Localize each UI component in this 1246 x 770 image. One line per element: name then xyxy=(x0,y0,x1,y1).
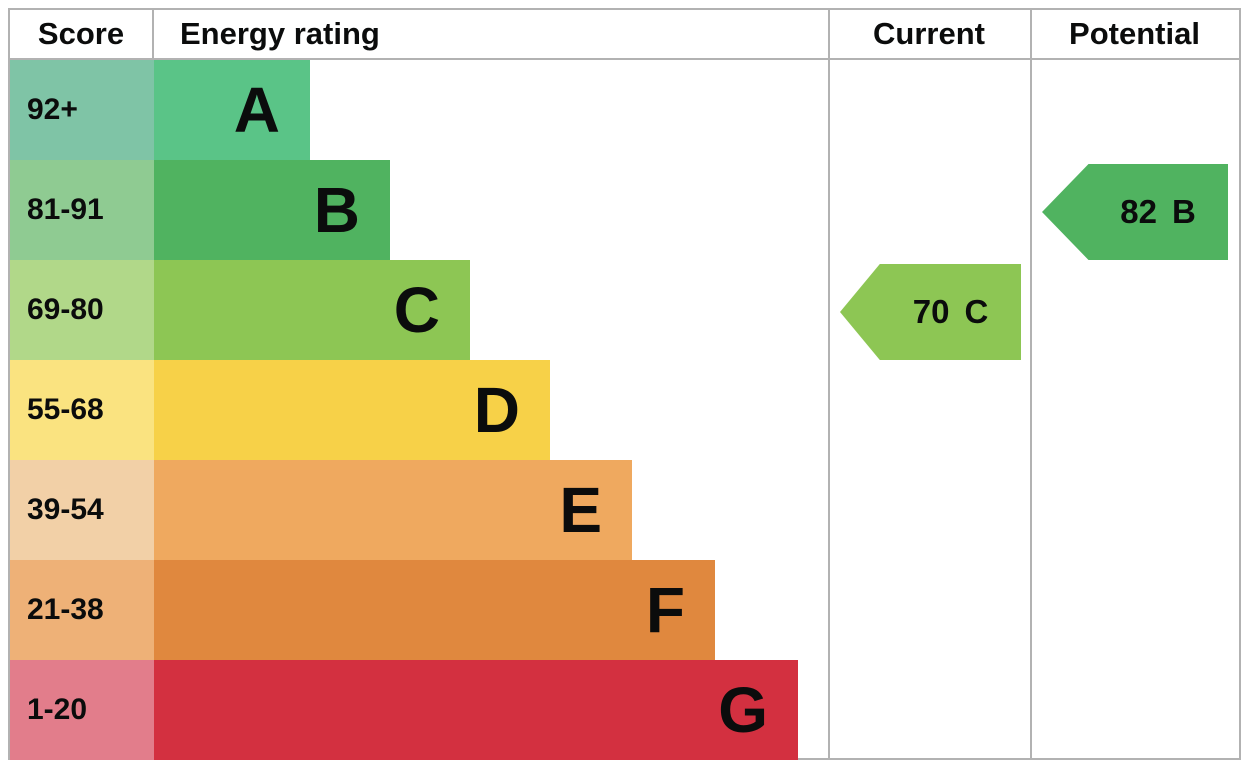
band-score-range-e: 39-54 xyxy=(10,460,154,560)
potential-rating-value: 82 xyxy=(1120,193,1157,230)
column-separator-potential xyxy=(1030,10,1032,758)
band-letter-a: A xyxy=(233,74,280,146)
epc-rating-chart: Score Energy rating Current Potential 92… xyxy=(8,8,1241,760)
current-rating-letter: C xyxy=(964,293,989,330)
potential-rating-arrow: 82 B xyxy=(1042,164,1228,260)
band-bar-b: B xyxy=(154,160,390,260)
band-bar-g: G xyxy=(154,660,798,760)
band-row-f: 21-38 F xyxy=(10,560,1239,660)
band-bar-d: D xyxy=(154,360,550,460)
band-letter-g: G xyxy=(718,674,768,746)
band-bar-a: A xyxy=(154,60,310,160)
band-bar-f: F xyxy=(154,560,715,660)
current-rating-value: 70 xyxy=(912,293,950,330)
band-score-range-d: 55-68 xyxy=(10,360,154,460)
band-letter-e: E xyxy=(559,474,602,546)
band-row-g: 1-20 G xyxy=(10,660,1239,760)
band-score-range-a: 92+ xyxy=(10,60,154,160)
header-potential: Potential xyxy=(1069,16,1200,51)
band-score-range-b: 81-91 xyxy=(10,160,154,260)
band-score-range-c: 69-80 xyxy=(10,260,154,360)
header-energy-rating: Energy rating xyxy=(180,16,380,51)
header-score: Score xyxy=(10,10,154,58)
band-letter-c: C xyxy=(393,274,440,346)
band-row-c: 69-80 C xyxy=(10,260,1239,360)
band-row-a: 92+ A xyxy=(10,60,1239,160)
band-score-range-g: 1-20 xyxy=(10,660,154,760)
band-row-e: 39-54 E xyxy=(10,460,1239,560)
band-bar-c: C xyxy=(154,260,470,360)
current-rating-arrow: 70 C xyxy=(840,264,1021,360)
band-letter-b: B xyxy=(313,174,360,246)
column-separator-current xyxy=(828,10,830,758)
band-row-d: 55-68 D xyxy=(10,360,1239,460)
potential-rating-letter: B xyxy=(1171,193,1196,230)
rating-bands: 92+ A 81-91 B 69-80 C 55-68 D xyxy=(10,60,1239,760)
header-current: Current xyxy=(873,16,985,51)
band-row-b: 81-91 B xyxy=(10,160,1239,260)
band-letter-d: D xyxy=(473,374,520,446)
band-bar-e: E xyxy=(154,460,632,560)
band-letter-f: F xyxy=(645,574,685,646)
chart-header-row: Score Energy rating Current Potential xyxy=(10,10,1239,60)
band-score-range-f: 21-38 xyxy=(10,560,154,660)
